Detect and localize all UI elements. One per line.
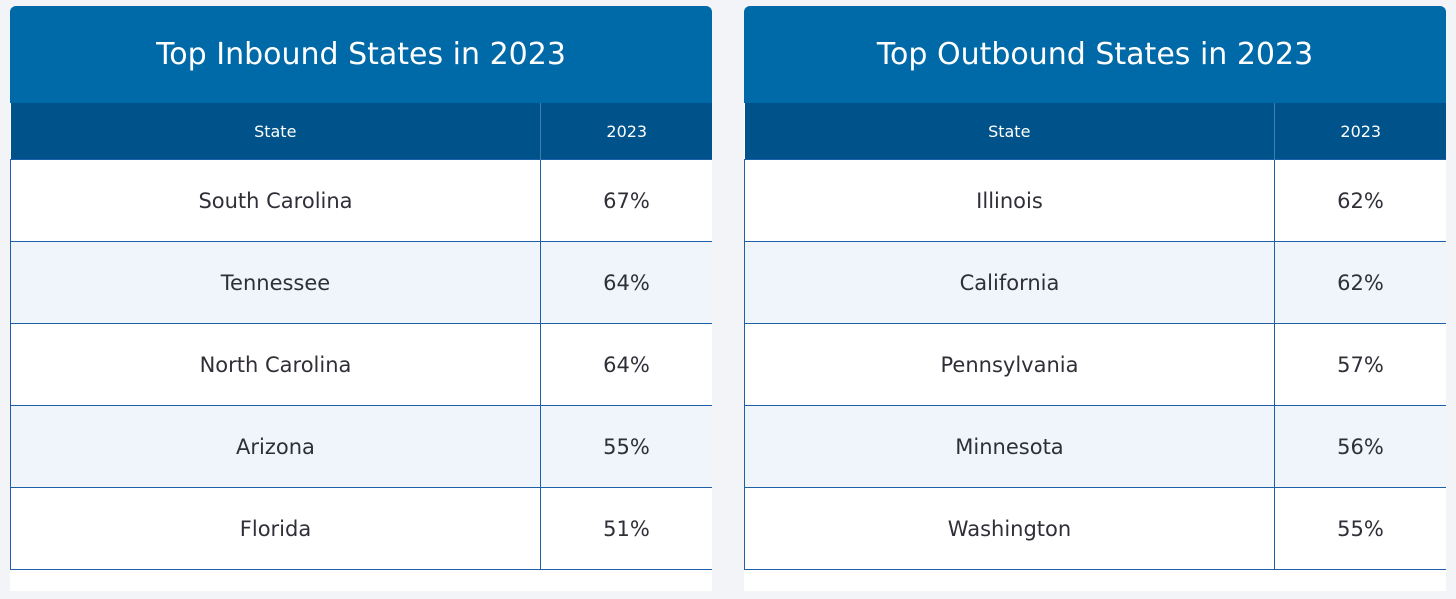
table-row: Pennsylvania 57% (744, 323, 1446, 406)
inbound-value-cell: 51% (540, 487, 712, 570)
inbound-state-cell: South Carolina (10, 159, 541, 242)
table-row: Illinois 62% (744, 159, 1446, 242)
table-row: Tennessee 64% (10, 241, 712, 324)
table-row: Florida 51% (10, 487, 712, 570)
outbound-state-cell: Minnesota (744, 405, 1275, 488)
outbound-state-header: State (744, 103, 1275, 160)
inbound-state-header: State (10, 103, 541, 160)
outbound-value-cell: 56% (1274, 405, 1446, 488)
outbound-year-header: 2023 (1274, 103, 1446, 160)
inbound-state-cell: Florida (10, 487, 541, 570)
inbound-value-cell: 64% (540, 241, 712, 324)
outbound-table-card: Top Outbound States in 2023 State 2023 I… (744, 6, 1446, 591)
inbound-value-cell: 55% (540, 405, 712, 488)
table-row: Arizona 55% (10, 405, 712, 488)
inbound-year-header: 2023 (540, 103, 712, 160)
inbound-header-row: State 2023 (10, 103, 712, 160)
table-row: North Carolina 64% (10, 323, 712, 406)
outbound-state-cell: Pennsylvania (744, 323, 1275, 406)
table-row: South Carolina 67% (10, 159, 712, 242)
table-row: Minnesota 56% (744, 405, 1446, 488)
inbound-state-cell: Tennessee (10, 241, 541, 324)
table-row: Washington 55% (744, 487, 1446, 570)
inbound-value-cell: 64% (540, 323, 712, 406)
outbound-title: Top Outbound States in 2023 (744, 6, 1446, 103)
outbound-state-cell: Washington (744, 487, 1275, 570)
outbound-header-row: State 2023 (744, 103, 1446, 160)
table-row: California 62% (744, 241, 1446, 324)
outbound-state-cell: California (744, 241, 1275, 324)
inbound-table-card: Top Inbound States in 2023 State 2023 So… (10, 6, 712, 591)
inbound-state-cell: North Carolina (10, 323, 541, 406)
inbound-value-cell: 67% (540, 159, 712, 242)
outbound-value-cell: 62% (1274, 241, 1446, 324)
outbound-value-cell: 57% (1274, 323, 1446, 406)
outbound-table: State 2023 Illinois 62% California 62% P… (744, 103, 1446, 570)
inbound-title: Top Inbound States in 2023 (10, 6, 712, 103)
outbound-value-cell: 62% (1274, 159, 1446, 242)
inbound-state-cell: Arizona (10, 405, 541, 488)
outbound-value-cell: 55% (1274, 487, 1446, 570)
inbound-table: State 2023 South Carolina 67% Tennessee … (10, 103, 712, 570)
outbound-state-cell: Illinois (744, 159, 1275, 242)
